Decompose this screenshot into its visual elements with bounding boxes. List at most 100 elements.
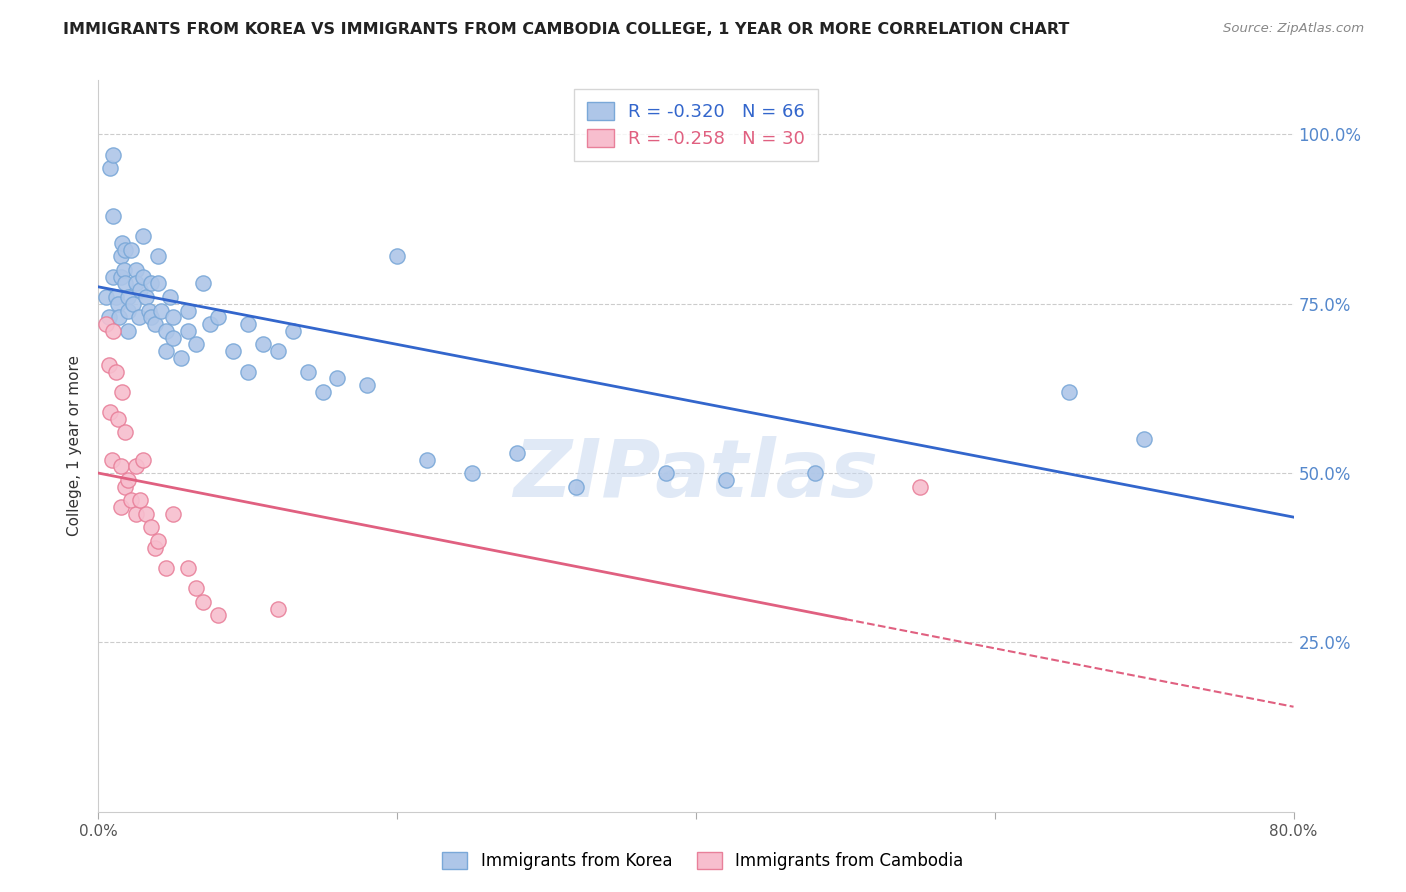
Point xyxy=(114,277,136,291)
Point xyxy=(207,608,229,623)
Point xyxy=(132,229,155,244)
Point xyxy=(125,263,148,277)
Point xyxy=(111,384,134,399)
Point xyxy=(177,303,200,318)
Point xyxy=(155,561,177,575)
Point xyxy=(184,581,207,595)
Point xyxy=(159,290,181,304)
Point xyxy=(110,249,132,263)
Point xyxy=(150,303,173,318)
Point xyxy=(94,290,117,304)
Point xyxy=(98,405,122,419)
Point xyxy=(97,358,120,372)
Point xyxy=(162,507,184,521)
Point xyxy=(132,452,155,467)
Point xyxy=(103,269,125,284)
Point xyxy=(105,364,128,378)
Point xyxy=(461,466,484,480)
Point xyxy=(177,324,200,338)
Point xyxy=(143,317,166,331)
Point xyxy=(139,520,162,534)
Point xyxy=(117,473,139,487)
Point xyxy=(110,269,132,284)
Point xyxy=(148,277,170,291)
Point xyxy=(177,561,200,575)
Point xyxy=(132,269,155,284)
Point xyxy=(129,493,152,508)
Point xyxy=(108,310,131,325)
Text: ZIPatlas: ZIPatlas xyxy=(513,436,879,515)
Point xyxy=(94,317,117,331)
Point xyxy=(281,324,304,338)
Y-axis label: College, 1 year or more: College, 1 year or more xyxy=(67,356,83,536)
Point xyxy=(114,425,136,440)
Text: IMMIGRANTS FROM KOREA VS IMMIGRANTS FROM CAMBODIA COLLEGE, 1 YEAR OR MORE CORREL: IMMIGRANTS FROM KOREA VS IMMIGRANTS FROM… xyxy=(63,22,1070,37)
Point xyxy=(103,148,125,162)
Point xyxy=(139,277,162,291)
Point xyxy=(120,243,142,257)
Point xyxy=(121,297,143,311)
Point xyxy=(804,466,827,480)
Point xyxy=(908,480,931,494)
Point xyxy=(162,310,184,325)
Point xyxy=(155,344,177,359)
Point xyxy=(103,209,125,223)
Point xyxy=(356,378,378,392)
Point xyxy=(297,364,319,378)
Point xyxy=(207,310,229,325)
Point xyxy=(114,480,136,494)
Point xyxy=(129,283,152,297)
Point xyxy=(1059,384,1081,399)
Point xyxy=(125,459,148,474)
Point xyxy=(184,337,207,351)
Point xyxy=(191,595,214,609)
Point xyxy=(125,277,148,291)
Point xyxy=(200,317,222,331)
Point xyxy=(148,249,170,263)
Point xyxy=(162,331,184,345)
Point xyxy=(1133,432,1156,446)
Point xyxy=(236,364,259,378)
Point xyxy=(97,310,120,325)
Point xyxy=(117,324,139,338)
Text: Source: ZipAtlas.com: Source: ZipAtlas.com xyxy=(1223,22,1364,36)
Point xyxy=(191,277,214,291)
Point xyxy=(565,480,588,494)
Point xyxy=(105,290,128,304)
Point xyxy=(252,337,274,351)
Point xyxy=(135,507,157,521)
Point xyxy=(110,500,132,514)
Point xyxy=(101,452,124,467)
Point xyxy=(107,412,129,426)
Point xyxy=(139,310,162,325)
Point xyxy=(311,384,333,399)
Point xyxy=(125,507,148,521)
Point xyxy=(117,290,139,304)
Point xyxy=(169,351,191,365)
Point xyxy=(267,601,290,615)
Point xyxy=(128,310,150,325)
Point xyxy=(385,249,409,263)
Point xyxy=(714,473,737,487)
Point xyxy=(326,371,349,385)
Legend: Immigrants from Korea, Immigrants from Cambodia: Immigrants from Korea, Immigrants from C… xyxy=(436,845,970,877)
Point xyxy=(120,493,142,508)
Point xyxy=(103,324,125,338)
Point xyxy=(117,303,139,318)
Point xyxy=(98,161,122,176)
Point xyxy=(155,324,177,338)
Point xyxy=(111,235,134,250)
Point xyxy=(416,452,439,467)
Point xyxy=(148,533,170,548)
Point xyxy=(112,263,135,277)
Point xyxy=(114,243,136,257)
Point xyxy=(107,297,129,311)
Point xyxy=(143,541,166,555)
Legend: R = -0.320   N = 66, R = -0.258   N = 30: R = -0.320 N = 66, R = -0.258 N = 30 xyxy=(574,89,818,161)
Point xyxy=(135,290,157,304)
Point xyxy=(506,446,529,460)
Point xyxy=(236,317,259,331)
Point xyxy=(655,466,678,480)
Point xyxy=(222,344,245,359)
Point xyxy=(267,344,290,359)
